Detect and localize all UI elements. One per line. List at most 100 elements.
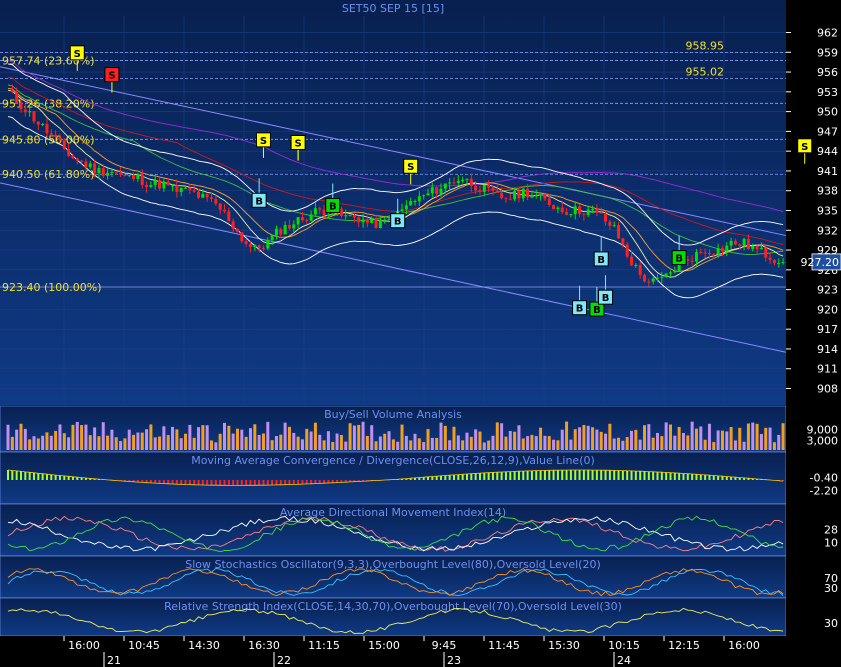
- volume-bar: [487, 440, 491, 450]
- candle-body: [54, 134, 58, 137]
- volume-bar: [318, 434, 322, 450]
- volume-bar: [638, 439, 642, 450]
- volume-bar: [781, 423, 785, 450]
- candle-body: [781, 261, 785, 263]
- volume-bar: [612, 438, 616, 450]
- price-level-label: 958.95: [686, 40, 725, 53]
- volume-bar: [439, 422, 443, 450]
- sell-signal: S: [403, 158, 419, 185]
- buy-signal: B: [598, 275, 614, 305]
- candle-body: [746, 238, 750, 249]
- volume-bar: [274, 435, 278, 450]
- volume-bar: [114, 437, 118, 450]
- candle-body: [339, 208, 343, 217]
- candle-body: [132, 175, 136, 179]
- volume-bar: [720, 430, 724, 450]
- candle-body: [136, 174, 140, 179]
- time-tick-label: 15:00: [368, 639, 400, 652]
- volume-bar: [374, 441, 378, 450]
- day-tick-label: 23: [447, 654, 461, 667]
- volume-bar: [261, 433, 265, 450]
- candle-body: [283, 225, 287, 235]
- signal-box: [325, 198, 341, 214]
- candle-body: [36, 121, 40, 125]
- candle-body: [716, 248, 720, 255]
- candle-body: [175, 185, 179, 193]
- volume-bar: [508, 431, 512, 450]
- candle-body: [552, 204, 556, 210]
- candle-body: [23, 109, 27, 113]
- volume-bar: [565, 421, 569, 450]
- candle-body: [634, 265, 638, 267]
- buy-signal: B: [589, 287, 605, 317]
- candle-body: [430, 187, 434, 194]
- time-axis-bg: [0, 636, 841, 667]
- candle-body: [119, 173, 123, 175]
- candle-body: [668, 272, 672, 274]
- candle-body: [560, 207, 564, 213]
- volume-bar: [344, 441, 348, 450]
- trend-line-lower: [0, 182, 787, 353]
- candle-body: [664, 273, 668, 277]
- candle-body: [292, 224, 296, 229]
- candle-body: [578, 206, 582, 215]
- candle-body: [145, 184, 149, 187]
- candle-body: [274, 228, 278, 236]
- volume-bar: [474, 429, 478, 450]
- candle-body: [517, 190, 521, 199]
- last-price-box: [811, 253, 841, 271]
- candle-body: [218, 203, 222, 210]
- candle-body: [409, 201, 413, 206]
- day-tick-label: 24: [617, 654, 631, 667]
- volume-bar: [569, 439, 573, 450]
- candle-body: [604, 213, 608, 222]
- volume-bar: [67, 437, 71, 450]
- volume-bar: [162, 426, 166, 450]
- volume-bar: [712, 442, 716, 450]
- buy-signal: B: [325, 183, 341, 214]
- fib-label: 945.80 (50.00%): [2, 133, 95, 146]
- volume-bar: [339, 435, 343, 450]
- price-tick-label: 950: [817, 106, 838, 119]
- indicator-title: Average Directional Movement Index(14): [280, 506, 506, 519]
- indicator-panel: [0, 503, 787, 557]
- price-panel: [0, 0, 786, 405]
- volume-bar: [322, 440, 326, 450]
- volume-bar: [296, 436, 300, 450]
- volume-bar: [58, 424, 62, 450]
- signal-letter: B: [394, 217, 402, 228]
- candle-body: [508, 198, 512, 200]
- volume-bar: [140, 432, 144, 450]
- last-price-label: 927.20: [801, 253, 841, 271]
- candle-body: [88, 163, 92, 168]
- candle-body: [348, 215, 352, 217]
- signal-letter: B: [602, 293, 610, 304]
- candle-body: [521, 188, 525, 199]
- candle-body: [49, 133, 53, 135]
- candle-body: [331, 213, 335, 215]
- volume-bar: [283, 422, 287, 450]
- candle-body: [140, 174, 144, 185]
- volume-bar: [677, 426, 681, 450]
- volume-bar: [746, 423, 750, 450]
- candle-body: [248, 243, 252, 247]
- candle-body: [313, 208, 317, 215]
- candle-body: [84, 161, 88, 168]
- volume-bar: [127, 429, 131, 450]
- volume-bar: [543, 435, 547, 450]
- candle-body: [257, 245, 261, 249]
- volume-bar: [582, 424, 586, 450]
- volume-bar: [235, 428, 239, 450]
- candle-body: [387, 219, 391, 221]
- volume-bar: [71, 424, 75, 450]
- volume-bar: [266, 421, 270, 450]
- buy-signal: B: [593, 236, 609, 267]
- candle-body: [556, 207, 560, 210]
- sell-signal: S: [797, 138, 813, 164]
- time-tick-label: 10:45: [128, 639, 160, 652]
- candle-body: [625, 244, 629, 257]
- last-price-value: 927.20: [801, 256, 840, 269]
- candle-body: [114, 171, 118, 174]
- candle-body: [500, 192, 504, 199]
